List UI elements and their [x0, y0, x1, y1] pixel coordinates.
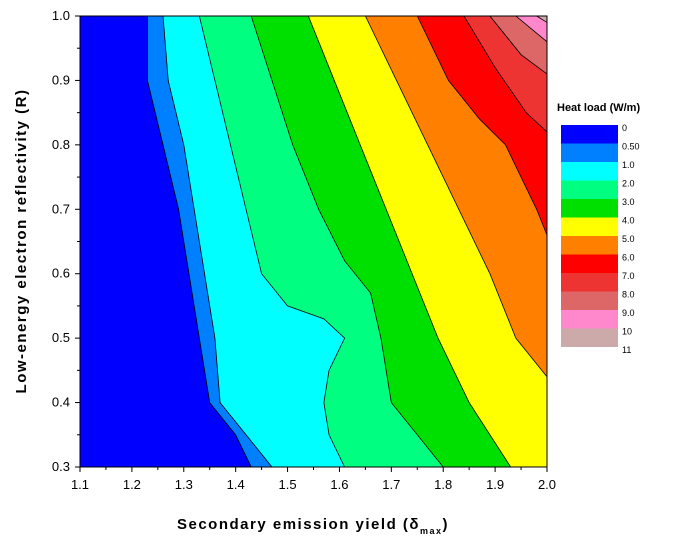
legend-label-7.0: 7.0: [622, 271, 635, 281]
legend-swatch-0.50: [561, 143, 618, 162]
legend-swatch-8.0: [561, 291, 618, 310]
legend-label-8.0: 8.0: [622, 290, 635, 300]
y-tick-label: 1.0: [52, 8, 70, 23]
y-axis-title: Low-energy electron reflectivity (R): [13, 89, 30, 394]
legend-label-11: 11: [622, 345, 631, 355]
legend-swatch-10: [561, 328, 618, 347]
contour-line-3.0: [250, 16, 444, 467]
legend-label-9.0: 9.0: [622, 308, 635, 318]
y-tick-label: 0.9: [52, 72, 70, 87]
legend-label-0: 0: [622, 123, 627, 133]
x-axis-title: Secondary emission yield (δmax): [177, 516, 449, 536]
x-axis: 1.1 1.2 1.3 1.4 1.5 1.6 1.7 1.8 1.9 2.0: [71, 467, 556, 492]
contour-line-1.0: [162, 16, 273, 467]
contour-line-8.0: [489, 16, 547, 75]
legend-swatch-7.0: [561, 273, 618, 292]
legend-swatch-1.0: [561, 162, 618, 181]
x-tick-label: 1.6: [330, 477, 348, 492]
legend-label-4.0: 4.0: [622, 216, 635, 226]
legend: 0 0.50 1.0 2.0 3.0 4.0 5.0 6.0 7.0 8.0 9.0 10 11: [561, 123, 640, 355]
contour-lines: [80, 16, 547, 467]
legend-title: Heat load (W/m): [557, 102, 640, 114]
contour-line-6.0: [416, 16, 547, 236]
x-axis-title-close: ): [443, 516, 450, 533]
x-tick-label: 1.3: [175, 477, 193, 492]
legend-swatch-6.0: [561, 254, 618, 273]
x-tick-label: 1.5: [279, 477, 297, 492]
contour-line-0.50: [80, 16, 252, 467]
legend-label-6.0: 6.0: [622, 253, 635, 263]
contour-line-5.0: [365, 16, 547, 378]
contour-line-10: [536, 16, 547, 23]
legend-swatch-0: [561, 125, 618, 144]
y-tick-label: 0.4: [52, 395, 70, 410]
contour-band-8.0: [489, 16, 547, 74]
x-tick-label: 2.0: [538, 477, 556, 492]
y-tick-label: 0.3: [52, 459, 70, 474]
x-tick-label: 1.1: [71, 477, 89, 492]
y-axis: 0.3 0.4 0.5 0.6 0.7 0.8 0.9 1.0: [52, 8, 80, 474]
x-tick-label: 1.2: [123, 477, 141, 492]
contour-fills: [80, 16, 547, 467]
y-tick-label: 0.6: [52, 266, 70, 281]
legend-label-10: 10: [622, 327, 632, 337]
legend-label-1.0: 1.0: [622, 160, 635, 170]
x-axis-title-subscript: max: [420, 526, 443, 536]
legend-swatch-9.0: [561, 310, 618, 329]
x-tick-label: 1.4: [227, 477, 245, 492]
legend-swatch-3.0: [561, 199, 618, 218]
contour-line-7.0: [463, 16, 547, 133]
contour-line-4.0: [307, 16, 512, 467]
legend-label-2.0: 2.0: [622, 179, 635, 189]
x-tick-label: 1.9: [486, 477, 504, 492]
legend-swatch-5.0: [561, 236, 618, 255]
contour-band-10: [536, 16, 547, 23]
legend-swatch-4.0: [561, 217, 618, 236]
x-tick-label: 1.8: [434, 477, 452, 492]
contour-line-9.0: [515, 16, 547, 43]
y-tick-label: 0.5: [52, 330, 70, 345]
y-tick-label: 0.8: [52, 137, 70, 152]
x-tick-label: 1.7: [382, 477, 400, 492]
legend-label-5.0: 5.0: [622, 234, 635, 244]
legend-swatch-2.0: [561, 180, 618, 199]
legend-label-3.0: 3.0: [622, 197, 635, 207]
legend-label-0.50: 0.50: [622, 142, 640, 152]
y-tick-label: 0.7: [52, 201, 70, 216]
contour-line-2.0: [198, 16, 346, 467]
